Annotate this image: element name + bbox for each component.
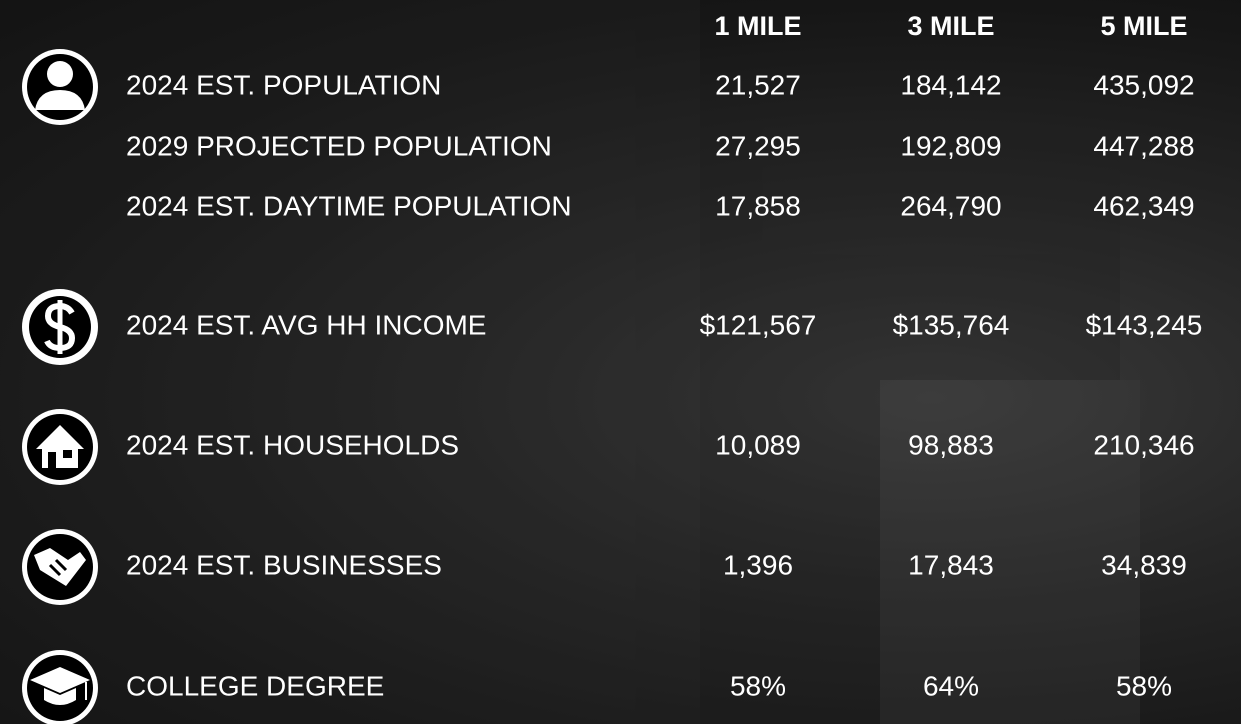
icon-handshake	[22, 529, 98, 605]
cell-value: $143,245	[1086, 309, 1203, 340]
cell-value: 435,092	[1093, 69, 1194, 100]
row-label: 2024 EST. HOUSEHOLDS	[126, 429, 459, 460]
cell-value: 17,843	[908, 549, 994, 580]
icon-graduation	[22, 650, 98, 724]
icon-dollar	[22, 289, 98, 365]
cell-value: 462,349	[1093, 190, 1194, 221]
cell-value: 1,396	[723, 549, 793, 580]
cell-value: 17,858	[715, 190, 801, 221]
cell-value: 10,089	[715, 429, 801, 460]
cell-value: 98,883	[908, 429, 994, 460]
icon-house	[22, 409, 98, 485]
row-label: 2024 EST. DAYTIME POPULATION	[126, 190, 572, 221]
cell-value: 34,839	[1101, 549, 1187, 580]
cell-value: 210,346	[1093, 429, 1194, 460]
cell-value: 184,142	[900, 69, 1001, 100]
cell-value: $135,764	[893, 309, 1010, 340]
row-label: 2024 EST. AVG HH INCOME	[126, 309, 487, 340]
building-backdrop	[0, 0, 1140, 724]
row-label: 2024 EST. BUSINESSES	[126, 549, 442, 580]
column-header: 1 MILE	[714, 11, 801, 41]
demographics-table: 1 MILE 3 MILE 5 MILE 2024 EST. POPULATION 21…	[0, 0, 1241, 724]
page: 1 MILE 3 MILE 5 MILE 2024 EST. POPULATION 21…	[0, 0, 1241, 724]
row-label: 2029 PROJECTED POPULATION	[126, 130, 552, 161]
row-label: 2024 EST. POPULATION	[126, 69, 441, 100]
cell-value: 192,809	[900, 130, 1001, 161]
cell-value: 447,288	[1093, 130, 1194, 161]
cell-value: 58%	[1116, 670, 1172, 701]
icon-person	[22, 49, 98, 125]
cell-value: 27,295	[715, 130, 801, 161]
row-label: COLLEGE DEGREE	[126, 670, 384, 701]
cell-value: 64%	[923, 670, 979, 701]
cell-value: $121,567	[700, 309, 817, 340]
cell-value: 21,527	[715, 69, 801, 100]
column-header: 5 MILE	[1100, 11, 1187, 41]
column-header: 3 MILE	[907, 11, 994, 41]
cell-value: 264,790	[900, 190, 1001, 221]
cell-value: 58%	[730, 670, 786, 701]
